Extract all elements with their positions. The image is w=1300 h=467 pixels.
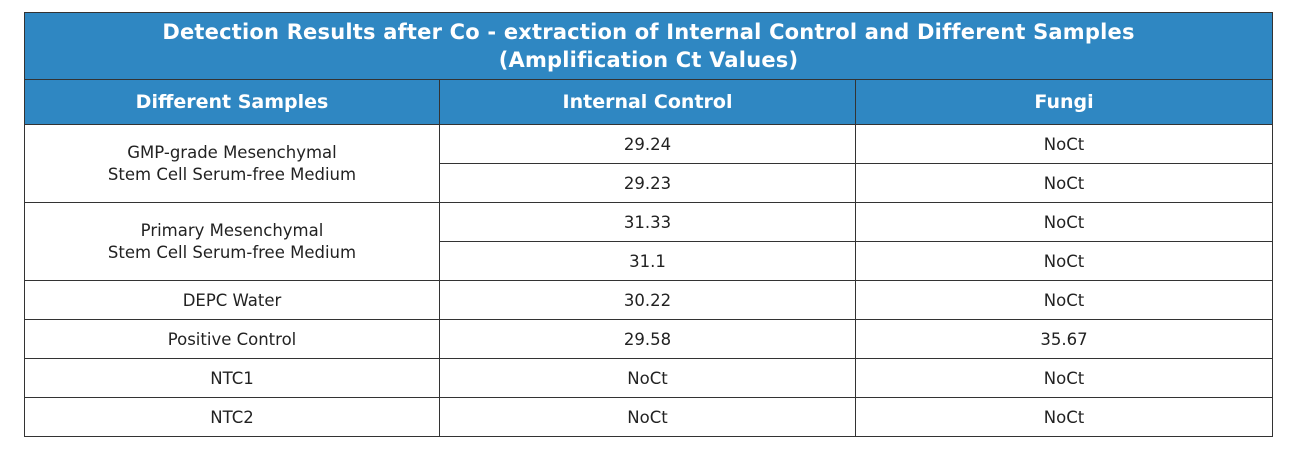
sample-name-cell: NTC1 bbox=[24, 358, 440, 398]
fungi-value: NoCt bbox=[854, 397, 1274, 437]
table-row: 31.1 NoCt bbox=[25, 241, 1274, 281]
sample-name-line1: Primary Mesenchymal bbox=[140, 220, 324, 240]
column-header-internal-control: Internal Control bbox=[439, 79, 856, 125]
fungi-value: NoCt bbox=[854, 358, 1274, 398]
sample-name-cell: NTC2 bbox=[24, 397, 440, 437]
column-header-samples: Different Samples bbox=[24, 79, 440, 125]
internal-control-value: 29.58 bbox=[439, 319, 856, 359]
header-row: Different Samples Internal Control Fungi bbox=[24, 79, 1274, 125]
table-row: DEPC Water 30.22 NoCt bbox=[24, 280, 1274, 320]
internal-control-value: 30.22 bbox=[439, 280, 856, 320]
table-row: NTC1 NoCt NoCt bbox=[24, 358, 1274, 398]
sample-name-line1: GMP-grade Mesenchymal bbox=[127, 142, 337, 162]
fungi-value: NoCt bbox=[854, 280, 1274, 320]
fungi-value: NoCt bbox=[854, 163, 1274, 203]
table-row: 29.23 NoCt bbox=[25, 163, 1274, 203]
fungi-value: NoCt bbox=[854, 202, 1274, 242]
fungi-value: NoCt bbox=[854, 124, 1274, 164]
fungi-value: 35.67 bbox=[854, 319, 1274, 359]
sample-name-line2: Stem Cell Serum-free Medium bbox=[107, 164, 357, 184]
internal-control-value: 29.23 bbox=[439, 163, 856, 203]
sample-name-cell: Positive Control bbox=[24, 319, 440, 359]
fungi-value: NoCt bbox=[854, 241, 1274, 281]
internal-control-value: 29.24 bbox=[439, 124, 856, 164]
sample-name-cell: GMP-grade Mesenchymal Stem Cell Serum-fr… bbox=[24, 124, 440, 203]
table-row: Positive Control 29.58 35.67 bbox=[24, 319, 1274, 359]
table-title-line1: Detection Results after Co - extraction … bbox=[162, 20, 1135, 44]
internal-control-value: NoCt bbox=[439, 397, 856, 437]
sample-name-line2: Stem Cell Serum-free Medium bbox=[107, 242, 357, 262]
table-row: GMP-grade Mesenchymal Stem Cell Serum-fr… bbox=[24, 124, 1274, 203]
internal-control-value: 31.1 bbox=[439, 241, 856, 281]
internal-control-value: 31.33 bbox=[439, 202, 856, 242]
sample-name-cell: Primary Mesenchymal Stem Cell Serum-free… bbox=[24, 202, 440, 281]
table-title-line2: (Amplification Ct Values) bbox=[498, 48, 799, 72]
table-row: Primary Mesenchymal Stem Cell Serum-free… bbox=[24, 202, 1274, 281]
results-table: Detection Results after Co - extraction … bbox=[23, 12, 1274, 437]
internal-control-value: NoCt bbox=[439, 358, 856, 398]
table-title: Detection Results after Co - extraction … bbox=[23, 12, 1274, 80]
title-row: Detection Results after Co - extraction … bbox=[23, 12, 1274, 80]
column-header-fungi: Fungi bbox=[854, 79, 1274, 125]
results-table-container: Detection Results after Co - extraction … bbox=[23, 12, 1274, 437]
sample-name-cell: DEPC Water bbox=[24, 280, 440, 320]
table-row: NTC2 NoCt NoCt bbox=[24, 397, 1274, 437]
